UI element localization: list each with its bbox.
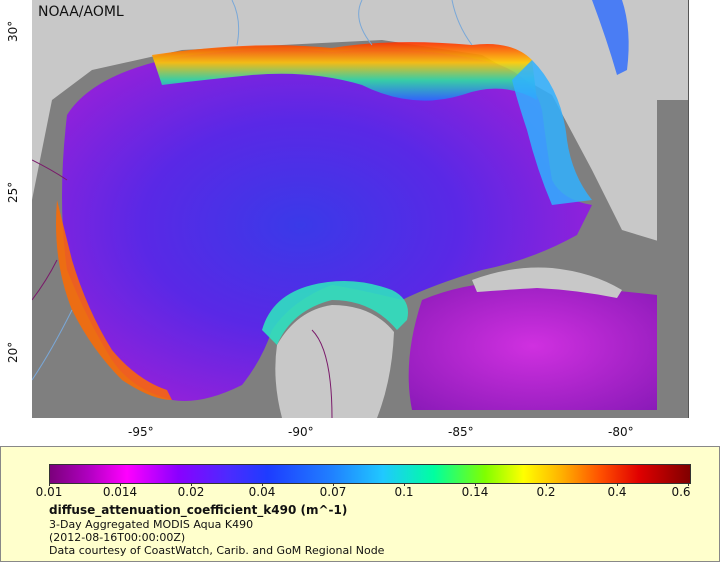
northern-coastal-band: [152, 42, 537, 101]
colorbar-tick: [49, 483, 50, 486]
colorbar-label: 0.1: [394, 485, 414, 499]
river-line: [451, 0, 473, 46]
colorbar-tick: [191, 483, 192, 486]
lon-tick-80: -80°: [608, 425, 634, 439]
legend-date-line: (2012-08-16T00:00:00Z): [49, 531, 186, 544]
colorbar-tick: [688, 483, 689, 486]
colorbar: [49, 464, 691, 484]
yucatan-land: [275, 305, 394, 418]
lon-tick-85: -85°: [448, 425, 474, 439]
colorbar-label: 0.01: [35, 485, 63, 499]
cuba-land: [472, 267, 622, 298]
colorbar-tick: [262, 483, 263, 486]
colorbar-tick: [333, 483, 334, 486]
lon-tick-90: -90°: [288, 425, 314, 439]
florida-shelf: [512, 60, 592, 205]
gulf-water: [62, 49, 592, 402]
colorbar-label: 0.6: [671, 485, 691, 499]
colorbar-label: 0.14: [461, 485, 489, 499]
k490-map: [32, 0, 688, 418]
florida-land: [537, 0, 688, 250]
no-data-region: [657, 100, 688, 418]
lat-tick-20: 20°: [6, 341, 20, 363]
colorbar-label: 0.4: [607, 485, 627, 499]
legend-panel: 0.01 0.014 0.02 0.04 0.07 0.1 0.14 0.2 0…: [0, 446, 720, 562]
border-line: [32, 159, 68, 181]
lat-tick-25: 25°: [6, 181, 20, 203]
border-line: [311, 329, 333, 418]
colorbar-label: 0.014: [102, 485, 138, 499]
atlantic-strip: [592, 0, 629, 75]
river-line: [32, 309, 73, 381]
colorbar-tick: [475, 483, 476, 486]
legend-courtesy-line: Data courtesy of CoastWatch, Carib. and …: [49, 544, 385, 557]
lat-tick-30: 30°: [6, 20, 20, 42]
colorbar-label: 0.2: [536, 485, 556, 499]
caribbean-water: [408, 282, 657, 410]
western-coastal-band: [56, 200, 172, 400]
colorbar-label: 0.07: [319, 485, 347, 499]
colorbar-label: 0.04: [248, 485, 276, 499]
map-credit: NOAA/AOML: [38, 4, 124, 20]
legend-title: diffuse_attenuation_coefficient_k490 (m^…: [49, 503, 348, 517]
colorbar-tick: [546, 483, 547, 486]
colorbar-tick: [120, 483, 121, 486]
yucatan-shelf: [262, 281, 408, 345]
colorbar-label: 0.02: [177, 485, 205, 499]
river-line: [231, 0, 240, 46]
colorbar-tick: [404, 483, 405, 486]
map-frame: NOAA/AOML: [32, 0, 689, 418]
border-line: [32, 259, 58, 301]
colorbar-tick: [617, 483, 618, 486]
legend-product-line: 3-Day Aggregated MODIS Aqua K490: [49, 518, 254, 531]
lon-tick-95: -95°: [128, 425, 154, 439]
river-line: [358, 0, 373, 46]
